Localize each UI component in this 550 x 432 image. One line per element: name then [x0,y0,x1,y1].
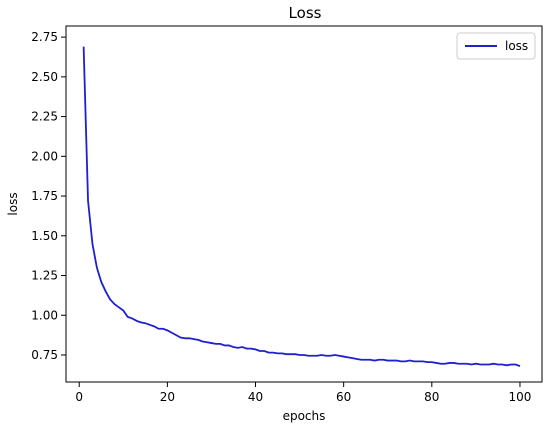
y-tick-label: 1.75 [31,189,58,203]
y-tick-label: 0.75 [31,348,58,362]
x-tick-label: 60 [336,390,351,404]
y-axis: 0.75 1.00 1.25 1.50 1.75 2.00 2.25 2.50 2.75 [31,30,66,362]
y-tick-label: 1.50 [31,229,58,243]
x-tick-label: 20 [160,390,175,404]
loss-series-line [82,46,521,367]
y-axis-label: loss [6,192,20,215]
x-axis: 0 20 40 60 80 100 [75,382,531,404]
y-tick-label: 1.25 [31,269,58,283]
y-tick-label: 2.25 [31,110,58,124]
chart-title: Loss [289,4,322,22]
x-tick-label: 80 [424,390,439,404]
y-tick-label: 1.00 [31,308,58,322]
x-tick-label: 40 [248,390,263,404]
axes-frame [65,25,543,383]
y-tick-label: 2.00 [31,149,58,163]
x-tick-label: 100 [509,390,532,404]
legend-label-loss: loss [505,39,528,53]
legend: loss [456,32,536,60]
plot-area: 0 20 40 60 80 100 0.75 1.00 1.25 1.50 1.75 2.00 2.2… [31,25,543,404]
y-tick-label: 2.50 [31,70,58,84]
y-tick-label: 2.75 [31,30,58,44]
x-axis-label: epochs [283,409,326,423]
x-tick-label: 0 [75,390,83,404]
